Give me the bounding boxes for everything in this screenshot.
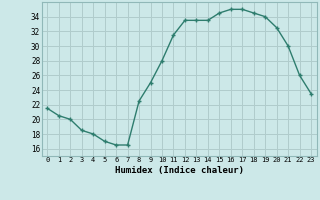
X-axis label: Humidex (Indice chaleur): Humidex (Indice chaleur) <box>115 166 244 175</box>
